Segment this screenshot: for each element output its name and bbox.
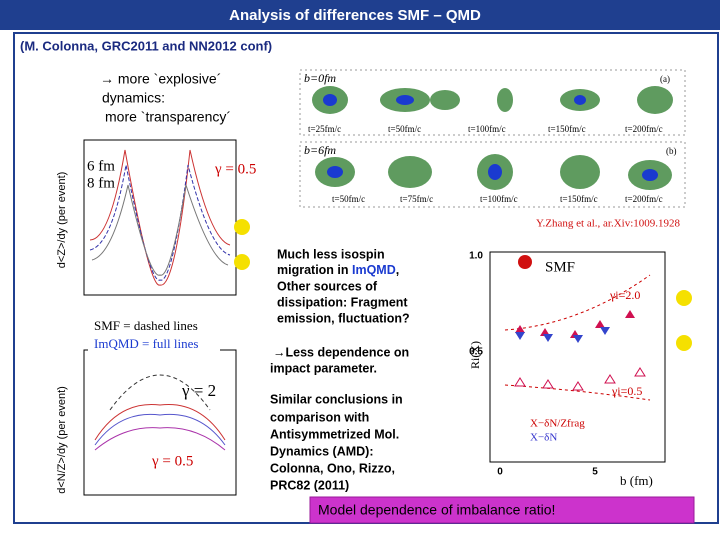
panel-label: (b)	[666, 146, 677, 156]
line: PRC82 (2011)	[270, 478, 349, 492]
y-tick-label: 1.0	[469, 251, 483, 262]
time: t=100fm/c	[480, 194, 518, 204]
title: Analysis of differences SMF – QMD	[229, 7, 481, 24]
y-label: Ri(X)	[468, 341, 482, 369]
line: dissipation: Fragment	[277, 295, 408, 309]
b-label: b=0fm	[304, 71, 336, 85]
markers	[515, 310, 635, 338]
conclusion: Model dependence of imbalance ratio!	[318, 502, 555, 518]
amd-text: Similar conclusions in comparison with A…	[270, 392, 403, 492]
time: t=200fm/c	[625, 124, 663, 134]
ratio-plot: 1.0 0.5 0 5 Ri(X) b (fm) SMF γi=2.0 γi=0…	[468, 251, 666, 488]
axes	[83, 349, 237, 496]
markers	[514, 367, 646, 391]
axes	[83, 139, 237, 296]
labels: (a) (b) b=0fm b=6fm t=25fm/c t=50fm/c t=…	[304, 71, 677, 204]
time: t=100fm/c	[468, 124, 506, 134]
line: → more `explosive´	[100, 71, 221, 87]
fit	[504, 384, 651, 401]
label: 8 fm	[87, 175, 115, 191]
title-bar	[0, 0, 720, 30]
y-label: d<Z>/dy (per event)	[56, 172, 68, 269]
gamma-label: γi=2.0	[609, 288, 640, 302]
dot	[676, 335, 692, 351]
line: more `transparency´	[105, 109, 231, 125]
conclusion-box	[309, 496, 695, 524]
reference: Y.Zhang et al., ar.Xiv:1009.1928	[536, 218, 680, 230]
time: t=50fm/c	[388, 124, 421, 134]
curve	[89, 164, 231, 281]
legend-entry: X−δN/Zfrag	[530, 418, 585, 430]
impact-text: →Less dependence on impact parameter.	[270, 345, 409, 375]
line: Colonna, Ono, Rizzo,	[270, 461, 395, 475]
time: t=200fm/c	[625, 194, 663, 204]
line: migration in ImQMD,	[277, 263, 399, 277]
line: impact parameter.	[270, 361, 377, 375]
label: γ = 0.5	[214, 161, 256, 177]
legend-entry: SMF = dashed lines	[94, 318, 198, 333]
time: t=150fm/c	[560, 194, 598, 204]
panel-label: (a)	[660, 74, 670, 84]
subtitle: (M. Colonna, GRC2011 and NN2012 conf)	[20, 38, 272, 53]
left-bottom-plot: SMF = dashed lines ImQMD = full lines γ …	[56, 318, 237, 496]
y-label: d<N/Z>/dy (per event)	[56, 386, 68, 494]
curve	[109, 374, 211, 411]
label: γ = 2	[181, 381, 216, 400]
dot	[676, 290, 692, 306]
line: →Less dependence on	[273, 345, 409, 359]
line: Other sources of	[277, 279, 378, 293]
line: Similar conclusions in	[270, 392, 403, 406]
cores	[323, 94, 658, 181]
line: Much less isospin	[277, 247, 385, 261]
curve	[94, 427, 226, 451]
isospin-text: Much less isospin migration in ImQMD, Ot…	[277, 247, 410, 325]
curve	[94, 403, 226, 441]
curve	[94, 413, 226, 446]
dot	[234, 254, 250, 270]
b-label: b=6fm	[304, 143, 336, 157]
explosive-note: → more `explosive´ dynamics: more `trans…	[100, 71, 231, 125]
series-label: SMF	[545, 259, 575, 275]
line: emission, fluctuation?	[277, 311, 410, 325]
dot	[234, 219, 250, 235]
curve	[89, 149, 231, 286]
time: t=25fm/c	[308, 124, 341, 134]
legend-bg	[88, 318, 220, 356]
line: Antisymmetrized Mol.	[270, 427, 399, 441]
x-tick-label: 0	[497, 467, 503, 478]
label: γ = 0.5	[151, 453, 193, 469]
snapshot-figure: (a) (b) b=0fm b=6fm t=25fm/c t=50fm/c t=…	[299, 69, 686, 208]
axes	[489, 251, 666, 463]
time: t=75fm/c	[400, 194, 433, 204]
time: t=150fm/c	[548, 124, 586, 134]
label: 6 fm	[87, 158, 115, 174]
time: t=50fm/c	[332, 194, 365, 204]
legend-entry: ImQMD = full lines	[94, 336, 198, 351]
line: comparison with	[270, 410, 369, 424]
yellow-dots	[234, 219, 692, 351]
legend-entry: X−δN	[530, 432, 557, 444]
dot	[518, 255, 532, 269]
line: dynamics:	[102, 90, 165, 106]
x-tick-label: 5	[592, 467, 598, 478]
y-tick-label: 0.5	[469, 347, 483, 358]
markers	[515, 327, 610, 343]
x-label: b (fm)	[620, 473, 653, 488]
curve	[91, 184, 229, 276]
fit	[504, 274, 651, 331]
gamma-label: γi=0.5	[611, 384, 642, 398]
left-top-plot: 6 fm 8 fm γ = 0.5 d<Z>/dy (per event)	[56, 139, 256, 296]
line: Dynamics (AMD):	[270, 444, 374, 458]
